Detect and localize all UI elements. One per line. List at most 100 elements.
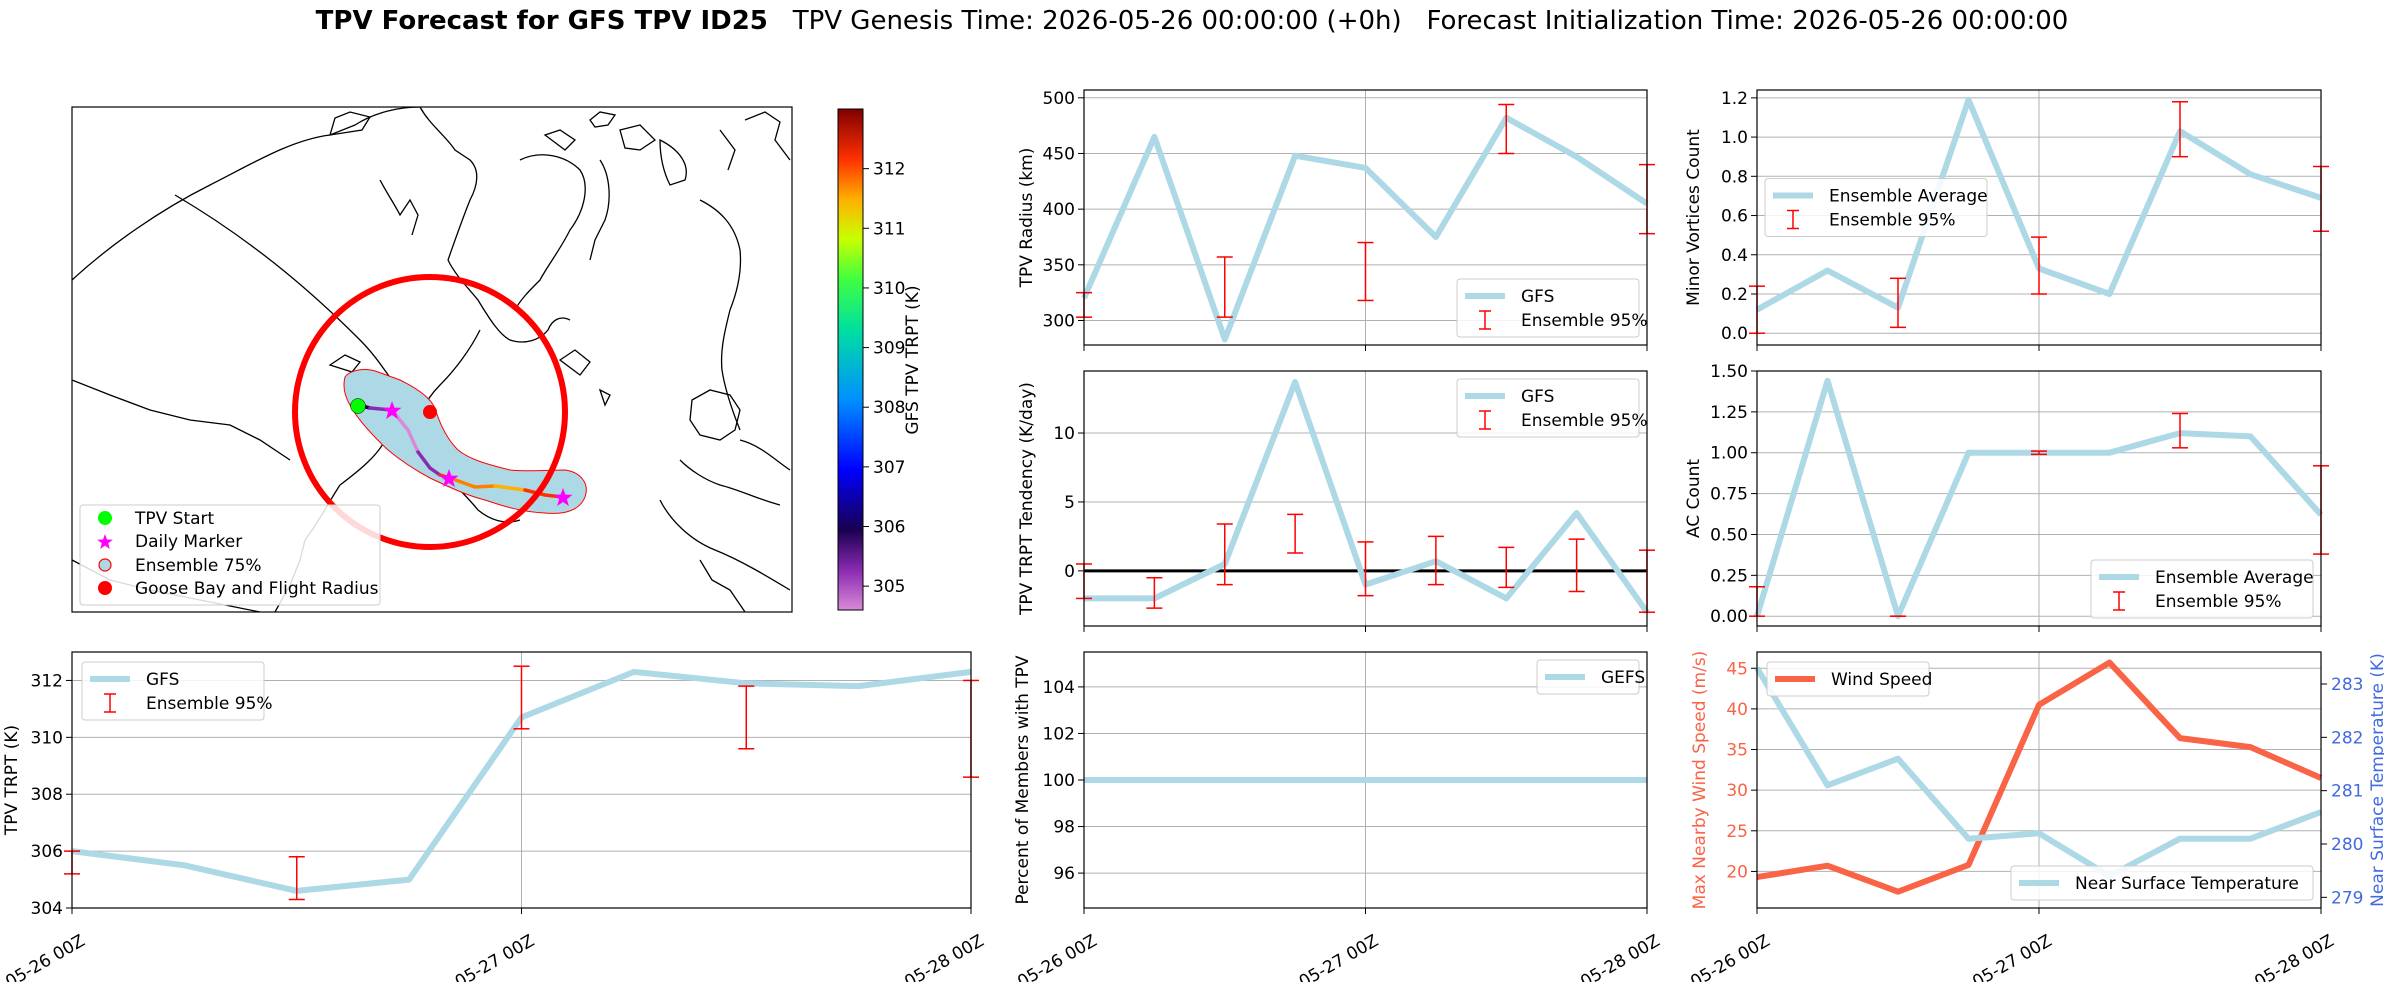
tick-label-y2: 280 bbox=[2331, 835, 2363, 855]
colorbar-tick-label: 306 bbox=[873, 518, 905, 538]
legend-box bbox=[2090, 559, 2314, 619]
legend: GEFS bbox=[1536, 659, 1645, 695]
legend-label: Ensemble Average bbox=[2155, 568, 2314, 588]
tick-label-x: 05-27 00Z bbox=[1969, 931, 2055, 982]
map-legend: TPV Start Daily Marker Ensemble 75% Goos… bbox=[79, 504, 381, 606]
tick-label-x: 05-27 00Z bbox=[1296, 931, 1382, 982]
tick-label-y: 104 bbox=[1043, 678, 1075, 698]
tick-label-y: 10 bbox=[1053, 424, 1075, 444]
colorbar-tick-label: 305 bbox=[873, 577, 905, 597]
map-panel: TPV Start Daily Marker Ensemble 75% Goos… bbox=[71, 106, 923, 613]
tick-label-y: 96 bbox=[1053, 864, 1075, 884]
tick-label-x: 05-28 00Z bbox=[901, 931, 987, 982]
series-line bbox=[1754, 666, 2323, 879]
ensemble-75-region bbox=[343, 369, 587, 514]
tick-label-y: 25 bbox=[1726, 822, 1748, 842]
axis-label-y: TPV Radius (km) bbox=[1017, 148, 1037, 289]
tick-label-y: 312 bbox=[31, 671, 63, 691]
tick-label-y: 500 bbox=[1043, 89, 1075, 109]
axes-frame bbox=[1083, 89, 1648, 346]
tick-label-y: 308 bbox=[31, 785, 63, 805]
figure-title: TPV Forecast for GFS TPV ID25 TPV Genesi… bbox=[0, 6, 2384, 36]
legend: Ensemble Average Ensemble 95% bbox=[2090, 559, 2314, 619]
tick-label-y: 5 bbox=[1064, 493, 1075, 513]
legend-box bbox=[2010, 865, 2314, 901]
axis-label-y: Percent of Members with TPV bbox=[1013, 655, 1033, 904]
goose-bay-marker bbox=[423, 405, 437, 419]
legend-label: Ensemble Average bbox=[1829, 187, 1988, 207]
tick-label-y: 306 bbox=[31, 842, 63, 862]
tick-label-y: 0 bbox=[1064, 562, 1075, 582]
panel-minor: 0.0 0.2 0.4 0.6 0.8 1.0 1.2 Minor Vortices Coun… bbox=[1684, 89, 2329, 351]
colorbar-ticks: 305 306 307 308 309 310 311 312 bbox=[863, 160, 905, 597]
tick-label-y: 0.25 bbox=[1710, 566, 1748, 586]
daily-marker bbox=[553, 488, 573, 506]
axis-label-y: Minor Vortices Count bbox=[1684, 129, 1704, 306]
colorbar-tick-label: 311 bbox=[873, 219, 905, 239]
legend-label: Wind Speed bbox=[1831, 670, 1932, 690]
legend-box bbox=[79, 504, 381, 606]
tick-label-y: 300 bbox=[1043, 312, 1075, 332]
tick-label-y: 350 bbox=[1043, 256, 1075, 276]
legend-label: Ensemble 95% bbox=[2155, 592, 2282, 612]
axis-label-y2: Near Surface Temperature (K) bbox=[2368, 653, 2384, 907]
axis-label-y: TPV TRPT Tendency (K/day) bbox=[1017, 382, 1037, 616]
tick-label-y: 0.50 bbox=[1710, 525, 1748, 545]
tick-label-y: 310 bbox=[31, 728, 63, 748]
legend-label: GEFS bbox=[1601, 668, 1645, 688]
tick-label-x: 05-26 00Z bbox=[1687, 931, 1773, 982]
axis-label-y: AC Count bbox=[1684, 459, 1704, 538]
tick-label-x: 05-26 00Z bbox=[1014, 931, 1100, 982]
legend-box bbox=[1764, 178, 1988, 237]
legend-label: GFS bbox=[1521, 287, 1554, 307]
tick-label-y: 1.50 bbox=[1710, 362, 1748, 382]
legend-label: GFS bbox=[1521, 387, 1554, 407]
tick-label-y: 102 bbox=[1043, 724, 1075, 744]
legend-label: GFS bbox=[146, 670, 179, 690]
legend-tpv-start-icon bbox=[98, 511, 112, 525]
legend-goose-bay-icon bbox=[98, 581, 112, 595]
panel-radius: 300 350 400 450 500 TPV Radius (km) GFS Ensembl… bbox=[1017, 89, 1655, 351]
tpv-start-marker bbox=[350, 398, 366, 414]
legend-ensemble-icon bbox=[98, 558, 112, 572]
axes-frame bbox=[1083, 370, 1648, 627]
daily-marker bbox=[439, 469, 459, 487]
tick-label-y: 1.2 bbox=[1721, 89, 1748, 109]
tick-label-y: 1.00 bbox=[1710, 444, 1748, 464]
tick-label-y: 304 bbox=[31, 899, 63, 919]
legend-label: Ensemble 75% bbox=[135, 556, 262, 576]
legend: Ensemble Average Ensemble 95% bbox=[1764, 178, 1988, 237]
series-line bbox=[1756, 659, 2323, 895]
legend-box bbox=[1536, 659, 1640, 695]
panel-ac: 0.00 0.25 0.50 0.75 1.00 1.25 1.50 AC Count Ense… bbox=[1684, 362, 2329, 632]
tick-label-y: 0.4 bbox=[1721, 246, 1748, 266]
legend: GFS Ensemble 95% bbox=[1456, 378, 1648, 438]
tick-label-y2: 281 bbox=[2331, 782, 2363, 802]
legend: Near Surface Temperature bbox=[2010, 865, 2314, 901]
legend-label: Ensemble 95% bbox=[146, 694, 273, 714]
tick-label-y: 0.6 bbox=[1721, 207, 1748, 227]
tick-label-y2: 282 bbox=[2331, 728, 2363, 748]
legend-daily-marker-icon bbox=[97, 534, 113, 549]
legend-label: Ensemble 95% bbox=[1521, 311, 1648, 331]
colorbar: 305 306 307 308 309 310 311 312 GFS TPV TRPT (K… bbox=[837, 108, 923, 611]
tick-label-y: 1.25 bbox=[1710, 403, 1748, 423]
tick-label-y: 20 bbox=[1726, 862, 1748, 882]
tick-label-y: 100 bbox=[1043, 771, 1075, 791]
tick-label-y2: 283 bbox=[2331, 675, 2363, 695]
tick-label-x: 05-28 00Z bbox=[2251, 931, 2337, 982]
tick-label-y: 0.00 bbox=[1710, 607, 1748, 627]
colorbar-label: GFS TPV TRPT (K) bbox=[903, 285, 923, 434]
panel-tendency: 0 5 10 TPV TRPT Tendency (K/day) GFS Ensemble… bbox=[1017, 370, 1655, 632]
tick-label-y: 0.75 bbox=[1710, 485, 1748, 505]
legend-label: Near Surface Temperature bbox=[2075, 874, 2299, 894]
axis-label-y: Max Nearby Wind Speed (m/s) bbox=[1690, 651, 1710, 910]
legend: GFS Ensemble 95% bbox=[1456, 278, 1648, 338]
legend: Wind Speed bbox=[1766, 661, 1932, 697]
legend: GFS Ensemble 95% bbox=[81, 661, 273, 721]
legend-label: TPV Start bbox=[134, 509, 215, 529]
axis-label-y: TPV TRPT (K) bbox=[2, 725, 22, 836]
legend-label: Goose Bay and Flight Radius bbox=[135, 579, 379, 599]
axes-frame bbox=[1756, 89, 2322, 346]
